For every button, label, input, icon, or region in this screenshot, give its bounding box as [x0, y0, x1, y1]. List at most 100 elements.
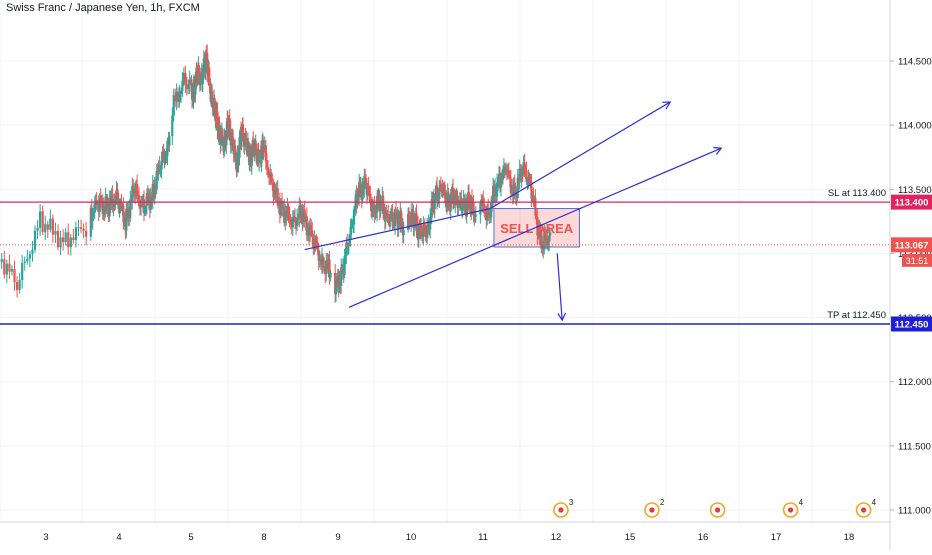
candle-body [317, 250, 320, 262]
candle-body [111, 193, 114, 208]
candle-body [368, 189, 371, 194]
candle-body [188, 79, 191, 85]
candle-body [534, 198, 537, 216]
candle-body [420, 232, 423, 235]
candle-body [543, 232, 546, 250]
channel-upper-line [489, 101, 671, 210]
candle-body [125, 208, 128, 231]
candle-body [402, 229, 405, 236]
candle-body [501, 169, 505, 180]
x-tick-label: 12 [551, 532, 562, 543]
candle-body [388, 219, 392, 223]
candle-body [473, 216, 477, 218]
event-count: 4 [872, 498, 877, 507]
candle-body [0, 259, 3, 262]
candle-body [407, 213, 410, 230]
candle-body [391, 212, 394, 222]
candle-body [303, 209, 306, 222]
candle-body [160, 160, 163, 170]
candle-body [415, 213, 418, 230]
candle-body [444, 190, 447, 204]
candle-body [442, 188, 445, 192]
candle-body [85, 230, 88, 237]
candle-body [451, 187, 455, 202]
candle-body [353, 208, 356, 210]
candle-body [412, 210, 415, 229]
candle-body [129, 199, 132, 219]
candle-body [467, 192, 471, 203]
candle-body [352, 209, 356, 225]
y-tick-label: 113.500 [898, 185, 932, 196]
candle-body [8, 263, 11, 272]
candle-body [120, 203, 123, 207]
candle-body [419, 224, 423, 233]
x-tick-label: 11 [478, 532, 488, 543]
candle-body [509, 178, 512, 194]
candle-body [41, 211, 44, 233]
candle-body [174, 95, 177, 102]
candle-body [344, 255, 347, 257]
candle-body [546, 236, 549, 245]
candle-body [490, 202, 493, 218]
candle-body [305, 216, 308, 236]
candle-body [33, 230, 37, 250]
candle-body [426, 225, 429, 238]
candle-body [400, 210, 403, 225]
candle-body [54, 230, 57, 235]
candle-body [91, 212, 94, 222]
candle-body [473, 215, 476, 217]
candle-body [139, 203, 143, 208]
candle-body [201, 74, 204, 84]
candle-body [142, 199, 146, 214]
channel-left-line [304, 207, 491, 251]
candle-body [438, 187, 441, 200]
candle-body [143, 208, 147, 214]
candle-body [334, 281, 338, 295]
candle-body [356, 194, 359, 205]
event-marker-dot [788, 507, 794, 513]
candle-body [232, 138, 235, 150]
candle-body [379, 203, 382, 212]
candle-body [461, 207, 464, 209]
candle-body [74, 227, 78, 241]
candle-body [159, 169, 162, 171]
candle-body [535, 215, 538, 218]
y-tick-label: 114.000 [898, 121, 932, 132]
candle-body [46, 224, 49, 230]
candle-body [423, 225, 426, 227]
candle-body [168, 136, 171, 146]
candle-body [3, 259, 6, 275]
candle-body [95, 200, 98, 206]
candle-body [361, 186, 364, 200]
candle-body [422, 225, 425, 237]
candle-body [530, 181, 533, 199]
candle-body [384, 213, 387, 222]
candle-body [407, 213, 410, 220]
candle-body [329, 272, 332, 278]
candle-body [433, 196, 436, 210]
candle-body [171, 115, 174, 137]
candle-body [276, 188, 279, 206]
event-count: 4 [799, 498, 804, 507]
tp-price-tag-bg [891, 316, 932, 332]
channel-lower-line [348, 147, 722, 308]
candle-body [172, 95, 175, 116]
candle-body [525, 170, 528, 183]
candle-body [413, 221, 416, 229]
candle-body [443, 188, 446, 191]
candle-body [513, 182, 516, 197]
candle-body [348, 238, 351, 244]
candle-body [447, 192, 450, 203]
candle-body [363, 176, 366, 189]
candle-body [352, 224, 355, 226]
candle-body [69, 237, 72, 248]
candle-body [457, 205, 460, 208]
candle-body [182, 73, 185, 81]
candle-body [461, 208, 464, 211]
candle-body [430, 199, 433, 219]
candle-body [440, 186, 443, 189]
y-tick-label: 111.500 [898, 441, 931, 452]
x-tick-label: 18 [844, 532, 855, 543]
